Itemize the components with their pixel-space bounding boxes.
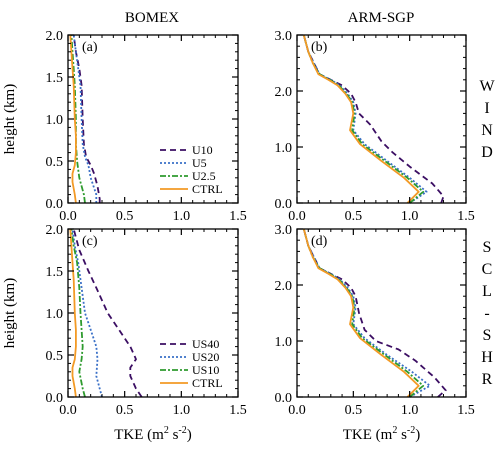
y-tick-label: 3.0 [275,223,293,238]
panel-d: 0.0 0.5 1.0 1.5 0.0 1.0 2.0 3.0 (d) TKE (m2 s-2) [275,223,475,443]
series-line-u10 [72,34,101,203]
y-tick-label: 2.0 [275,85,293,100]
y-tick-label: 3.0 [275,29,293,44]
x-tick-label: 0.0 [288,403,306,418]
x-axis-label: TKE (m2 s-2) [114,425,192,443]
y-tick-label: 0.5 [46,349,64,364]
row-label-wind-letter: N [481,122,493,139]
y-tick-label: 0.0 [46,391,64,406]
y-tick-label: 2.0 [275,279,293,294]
panel-a: 0.0 0.5 1.0 1.5 0.0 0.5 1.0 1.5 2.0 (a) height (km… [2,29,247,224]
x-tick-label: 0.5 [116,209,134,224]
y-tick-label: 1.0 [275,335,293,350]
x-tick-label: 1.0 [173,209,191,224]
row-label-scl-shr-letter: S [483,327,492,344]
series-line-ctrl [302,228,420,398]
y-tick-label: 1.0 [46,307,64,322]
x-tick-label: 0.5 [345,209,363,224]
plot-frame [296,228,467,398]
x-tick-label: 0.5 [116,403,134,418]
y-tick-label: 1.0 [275,141,293,156]
title-arm-sgp: ARM-SGP [348,10,415,26]
y-axis-label: height (km) [2,278,18,348]
row-label-scl-shr-letter: - [484,305,489,322]
series-line-us40 [302,228,447,398]
panel-label: (d) [311,234,328,249]
title-bomex: BOMEX [125,10,179,26]
row-label-scl-shr-letter: S [483,239,492,256]
panel-b: 0.0 0.5 1.0 1.5 0.0 1.0 2.0 3.0 (b) [275,29,475,224]
series-line-ctrl [69,34,77,204]
x-tick-label: 1.5 [229,403,247,418]
plot-frame [296,34,467,204]
x-tick-label: 1.5 [229,209,247,224]
row-label-scl-shr-letter: H [481,349,493,366]
row-label-scl-shr-letter: C [482,261,493,278]
panel-c: 0.0 0.5 1.0 1.5 0.0 0.5 1.0 1.5 2.0 (c) height (km… [2,223,247,443]
series-line-u5 [302,34,428,204]
x-tick-label: 1.5 [457,209,475,224]
series-line-us20 [71,228,103,398]
legend-label: US20 [192,350,219,364]
legend-label: US40 [192,337,219,351]
panel-label: (a) [82,40,98,55]
series-line-us20 [302,228,431,398]
series-line-us40 [72,228,143,398]
legend-label: U5 [192,156,207,170]
x-tick-label: 0.0 [59,403,77,418]
panel-label: (b) [311,40,328,55]
y-tick-label: 0.0 [275,197,293,212]
row-label-wind-letter: D [481,144,493,161]
y-tick-label: 0.0 [275,391,293,406]
row-label-scl-shr-letter: R [482,371,493,388]
series-line-ctrl [302,34,420,204]
x-tick-label: 1.5 [457,403,475,418]
legend-label: U2.5 [192,169,216,183]
legend-label: U10 [192,143,213,157]
x-tick-label: 1.0 [401,209,419,224]
y-tick-label: 1.5 [46,71,64,86]
x-tick-label: 0.0 [59,209,77,224]
x-axis-label: TKE (m2 s-2) [343,425,421,443]
series-line-u5 [72,34,98,203]
legend-label: CTRL [192,376,223,390]
y-tick-label: 0.5 [46,155,64,170]
row-label-scl-shr-letter: L [482,283,492,300]
legend-label: US10 [192,363,219,377]
x-tick-label: 1.0 [401,403,419,418]
x-tick-label: 0.5 [345,403,363,418]
series-line-us10 [70,228,86,398]
y-tick-label: 1.0 [46,113,64,128]
y-tick-label: 2.0 [46,223,64,238]
series-line-ctrl [69,228,77,398]
legend-label: CTRL [192,182,223,196]
row-label-wind-letter: I [484,100,489,117]
series-line-u10 [302,34,445,204]
x-tick-label: 0.0 [288,209,306,224]
y-tick-label: 1.5 [46,265,64,280]
plot-area: 0.0 0.5 1.0 1.5 0.0 0.5 1.0 1.5 2.0 (a) height (km… [2,29,475,443]
y-axis-label: height (km) [2,84,18,154]
row-label-wind-letter: W [479,78,495,95]
y-tick-label: 2.0 [46,29,64,44]
y-tick-label: 0.0 [46,197,64,212]
panel-label: (c) [82,234,98,249]
x-tick-label: 1.0 [173,403,191,418]
